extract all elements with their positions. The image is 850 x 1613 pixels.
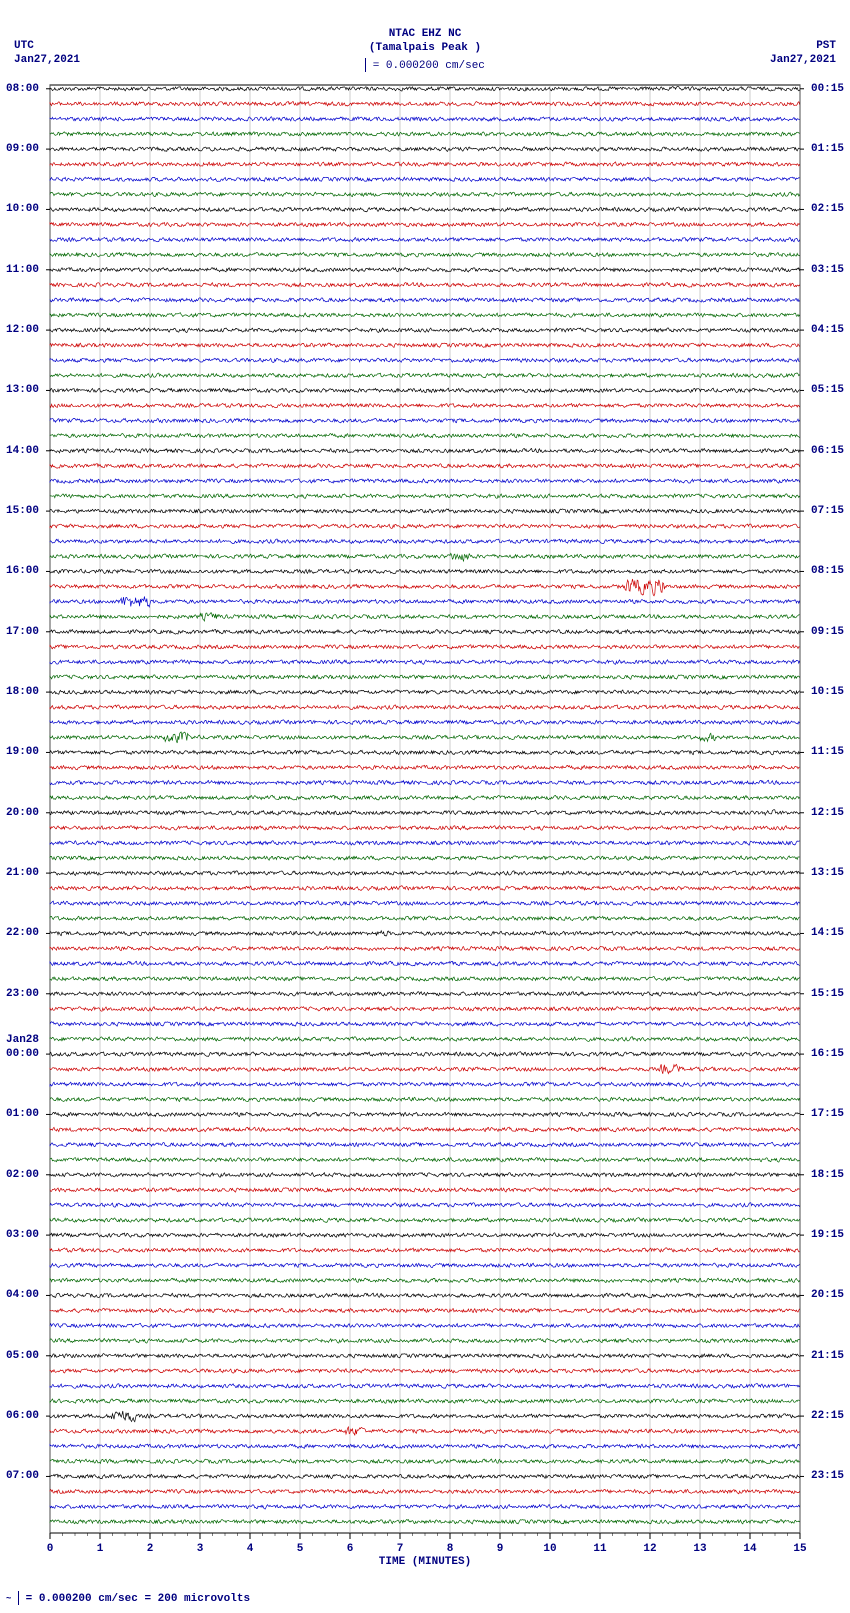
pst-hour-label: 20:15 (811, 1289, 844, 1301)
utc-hour-label: 22:00 (6, 927, 39, 939)
utc-hour-label: 10:00 (6, 203, 39, 215)
pst-hour-label: 16:15 (811, 1048, 844, 1060)
pst-hour-label: 13:15 (811, 867, 844, 879)
svg-text:1: 1 (97, 1543, 104, 1555)
utc-hour-label: 04:00 (6, 1289, 39, 1301)
svg-text:13: 13 (693, 1543, 707, 1555)
pst-hour-label: 21:15 (811, 1350, 844, 1362)
svg-text:6: 6 (347, 1543, 354, 1555)
footer-text: = 0.000200 cm/sec = 200 microvolts (26, 1593, 250, 1605)
utc-hour-label: 01:00 (6, 1108, 39, 1120)
pst-hour-label: 18:15 (811, 1169, 844, 1181)
utc-hour-label: 07:00 (6, 1470, 39, 1482)
svg-text:11: 11 (593, 1543, 607, 1555)
svg-text:2: 2 (147, 1543, 154, 1555)
pst-hour-label: 07:15 (811, 505, 844, 517)
utc-date-break: Jan28 (6, 1034, 39, 1046)
seismogram-plot: 0123456789101112131415 (0, 0, 850, 1613)
utc-hour-label: 18:00 (6, 686, 39, 698)
pst-hour-label: 23:15 (811, 1470, 844, 1482)
utc-hour-label: 00:00 (6, 1048, 39, 1060)
svg-text:4: 4 (247, 1543, 254, 1555)
utc-hour-label: 23:00 (6, 988, 39, 1000)
utc-hour-label: 21:00 (6, 867, 39, 879)
utc-hour-label: 12:00 (6, 324, 39, 336)
utc-hour-label: 09:00 (6, 143, 39, 155)
pst-hour-label: 05:15 (811, 384, 844, 396)
utc-hour-label: 06:00 (6, 1410, 39, 1422)
svg-text:9: 9 (497, 1543, 504, 1555)
utc-hour-label: 08:00 (6, 83, 39, 95)
pst-hour-label: 10:15 (811, 686, 844, 698)
utc-hour-label: 11:00 (6, 264, 39, 276)
svg-text:8: 8 (447, 1543, 454, 1555)
utc-hour-label: 20:00 (6, 807, 39, 819)
pst-hour-label: 08:15 (811, 565, 844, 577)
utc-hour-label: 14:00 (6, 445, 39, 457)
svg-text:14: 14 (743, 1543, 757, 1555)
pst-hour-label: 19:15 (811, 1229, 844, 1241)
pst-hour-label: 11:15 (811, 746, 844, 758)
utc-hour-label: 05:00 (6, 1350, 39, 1362)
pst-hour-label: 06:15 (811, 445, 844, 457)
pst-hour-label: 04:15 (811, 324, 844, 336)
pst-hour-label: 15:15 (811, 988, 844, 1000)
footer-scale: ~ = 0.000200 cm/sec = 200 microvolts (6, 1591, 250, 1605)
seismogram-container: NTAC EHZ NC (Tamalpais Peak ) = 0.000200… (0, 0, 850, 1613)
svg-text:12: 12 (643, 1543, 656, 1555)
footer-wave-icon: ~ (6, 1594, 11, 1604)
svg-text:0: 0 (47, 1543, 54, 1555)
svg-text:3: 3 (197, 1543, 204, 1555)
pst-hour-label: 03:15 (811, 264, 844, 276)
pst-hour-label: 14:15 (811, 927, 844, 939)
utc-hour-label: 13:00 (6, 384, 39, 396)
footer-scale-bar-icon (18, 1591, 19, 1605)
utc-hour-label: 02:00 (6, 1169, 39, 1181)
pst-hour-label: 00:15 (811, 83, 844, 95)
svg-text:5: 5 (297, 1543, 304, 1555)
pst-hour-label: 17:15 (811, 1108, 844, 1120)
pst-hour-label: 01:15 (811, 143, 844, 155)
utc-hour-label: 15:00 (6, 505, 39, 517)
pst-hour-label: 02:15 (811, 203, 844, 215)
svg-text:15: 15 (793, 1543, 807, 1555)
svg-text:7: 7 (397, 1543, 404, 1555)
utc-hour-label: 19:00 (6, 746, 39, 758)
utc-hour-label: 03:00 (6, 1229, 39, 1241)
pst-hour-label: 09:15 (811, 626, 844, 638)
svg-text:10: 10 (543, 1543, 556, 1555)
pst-hour-label: 22:15 (811, 1410, 844, 1422)
utc-hour-label: 17:00 (6, 626, 39, 638)
utc-hour-label: 16:00 (6, 565, 39, 577)
pst-hour-label: 12:15 (811, 807, 844, 819)
x-axis-label: TIME (MINUTES) (0, 1556, 850, 1568)
